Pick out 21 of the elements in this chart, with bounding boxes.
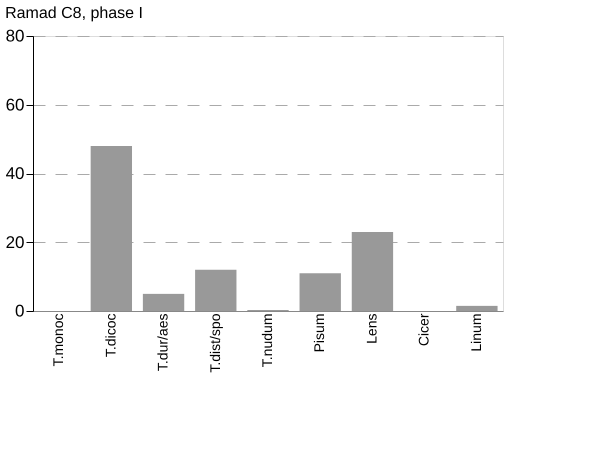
bar [195,270,236,311]
bar [352,232,394,311]
chart-title: Ramad C8, phase I [5,5,143,22]
bar [142,294,184,311]
bar [90,146,132,311]
y-tick-label: 60 [6,95,24,114]
bar [300,273,341,311]
x-tick-label: T.nudum [259,314,275,368]
x-tick-label: Linum [468,314,484,352]
bar [456,306,498,311]
x-tick-label: T.monoc [50,314,66,366]
x-tick-label: Pisum [311,314,328,352]
x-tick-label: T.dist/spo [206,313,223,373]
x-tick-label: Lens [363,314,380,344]
x-tick-label: T.dur/aes [154,314,171,372]
x-tick-label: Cicer [416,313,432,346]
y-tick-label: 40 [6,164,24,183]
y-tick-label: 20 [6,232,24,252]
x-tick-label: T.dicoc [102,314,118,358]
y-tick-label: 80 [6,26,24,46]
y-tick-label: 0 [15,302,24,320]
